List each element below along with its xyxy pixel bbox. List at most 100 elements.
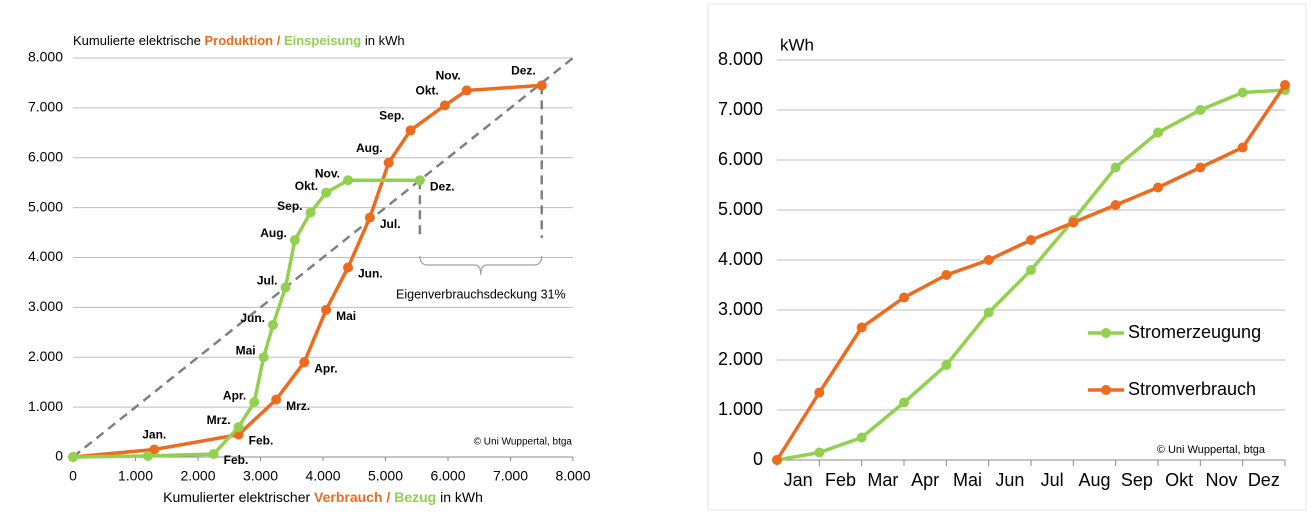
legend-marker xyxy=(1101,328,1111,338)
y-tick-label: 0 xyxy=(55,448,63,464)
point-label: Jan. xyxy=(142,428,166,442)
x-tick-label: Dez xyxy=(1248,470,1280,490)
y-axis-label: kWh xyxy=(780,35,814,54)
point xyxy=(983,255,994,265)
point-label: Feb. xyxy=(224,453,249,467)
point xyxy=(68,452,78,462)
point xyxy=(899,292,909,303)
point-label: Aug. xyxy=(260,226,287,240)
y-tick-label: 5.000 xyxy=(28,198,63,214)
x-tick-label: 5.000 xyxy=(368,468,403,484)
point xyxy=(364,212,375,223)
x-tick-label: Jul xyxy=(1041,470,1064,490)
title-part: Kumulierte elektrische xyxy=(73,33,205,48)
point-label: Feb. xyxy=(249,434,274,448)
point xyxy=(856,432,867,443)
point-label: Dez. xyxy=(430,179,455,193)
y-tick-label: 8.000 xyxy=(28,49,63,65)
point xyxy=(258,352,269,363)
point xyxy=(268,319,278,330)
point xyxy=(814,387,825,398)
x-tick-label: 8.000 xyxy=(555,468,590,484)
point xyxy=(208,449,219,460)
x-tick-label: 2.000 xyxy=(180,468,215,484)
title-part: / xyxy=(273,33,284,48)
point-label: Dez. xyxy=(511,64,536,78)
x-tick-label: 3.000 xyxy=(243,468,278,484)
point xyxy=(343,175,353,186)
point xyxy=(536,80,547,91)
point xyxy=(249,397,260,408)
legend-marker xyxy=(1101,385,1111,395)
point-label: Jul. xyxy=(257,274,278,288)
y-tick-label: 1.000 xyxy=(28,398,63,414)
point-label: Jun. xyxy=(240,311,265,325)
title-part: Einspeisung xyxy=(284,33,361,48)
point-label: Okt. xyxy=(295,179,318,193)
y-tick-label: 7.000 xyxy=(28,99,63,115)
y-tick-label: 8.000 xyxy=(718,49,763,69)
xlabel-part: Bezug xyxy=(394,489,436,505)
point xyxy=(941,360,952,370)
reference-diagonal xyxy=(72,57,574,458)
point xyxy=(305,207,316,218)
point xyxy=(143,451,153,462)
point xyxy=(461,85,472,96)
point-label: Sep. xyxy=(277,199,302,213)
x-tick-label: Okt xyxy=(1165,470,1193,490)
xlabel-part: in kWh xyxy=(436,489,483,505)
point-label: Nov. xyxy=(436,69,461,83)
y-tick-label: 1.000 xyxy=(718,399,763,419)
y-tick-label: 0 xyxy=(753,449,763,469)
x-tick-label: 7.000 xyxy=(493,468,528,484)
point xyxy=(1110,162,1121,173)
point xyxy=(149,444,160,455)
y-tick-label: 4.000 xyxy=(718,249,763,269)
x-tick-label: 4.000 xyxy=(305,468,340,484)
copyright: © Uni Wuppertal, btga xyxy=(474,437,573,448)
x-tick-label: Jan xyxy=(784,470,813,490)
point xyxy=(1237,87,1248,98)
point xyxy=(343,262,353,273)
x-tick-label: Sep xyxy=(1121,470,1153,490)
x-tick-label: Nov xyxy=(1205,470,1237,490)
point xyxy=(405,125,416,136)
x-tick-label: Feb xyxy=(825,470,856,490)
point-label: Nov. xyxy=(315,166,340,180)
point xyxy=(414,175,425,186)
annotation: Eigenverbrauchsdeckung 31% xyxy=(396,287,566,301)
x-tick-label: 6.000 xyxy=(430,468,465,484)
chart-frame xyxy=(707,3,1307,511)
x-axis-label: Kumulierter elektrischer Verbrauch / Bez… xyxy=(163,489,483,505)
point xyxy=(383,157,394,168)
x-tick-label: Mar xyxy=(867,470,898,490)
xlabel-part: / xyxy=(383,489,395,505)
y-tick-label: 6.000 xyxy=(718,149,763,169)
point xyxy=(856,322,867,333)
xlabel-part: Kumulierter elektrischer xyxy=(163,489,314,505)
x-tick-label: Apr xyxy=(911,470,939,490)
point xyxy=(1068,217,1079,228)
point xyxy=(1195,162,1206,173)
point xyxy=(1153,182,1163,193)
point xyxy=(1110,200,1121,210)
legend-label: Stromverbrauch xyxy=(1128,379,1256,399)
point xyxy=(299,357,310,368)
point-label: Jul. xyxy=(380,217,401,231)
point-label: Jun. xyxy=(358,267,383,281)
y-tick-label: 3.000 xyxy=(718,299,763,319)
point xyxy=(1237,142,1248,153)
point-label: Apr. xyxy=(314,361,337,375)
point xyxy=(772,455,782,465)
point xyxy=(233,422,244,433)
title-part: in kWh xyxy=(361,33,404,48)
point-label: Aug. xyxy=(356,141,383,155)
point xyxy=(280,282,291,293)
y-tick-label: 2.000 xyxy=(718,349,763,369)
point xyxy=(289,235,300,246)
y-tick-label: 2.000 xyxy=(28,348,63,364)
point-label: Okt. xyxy=(416,84,439,98)
point xyxy=(814,447,825,458)
point xyxy=(321,304,332,315)
